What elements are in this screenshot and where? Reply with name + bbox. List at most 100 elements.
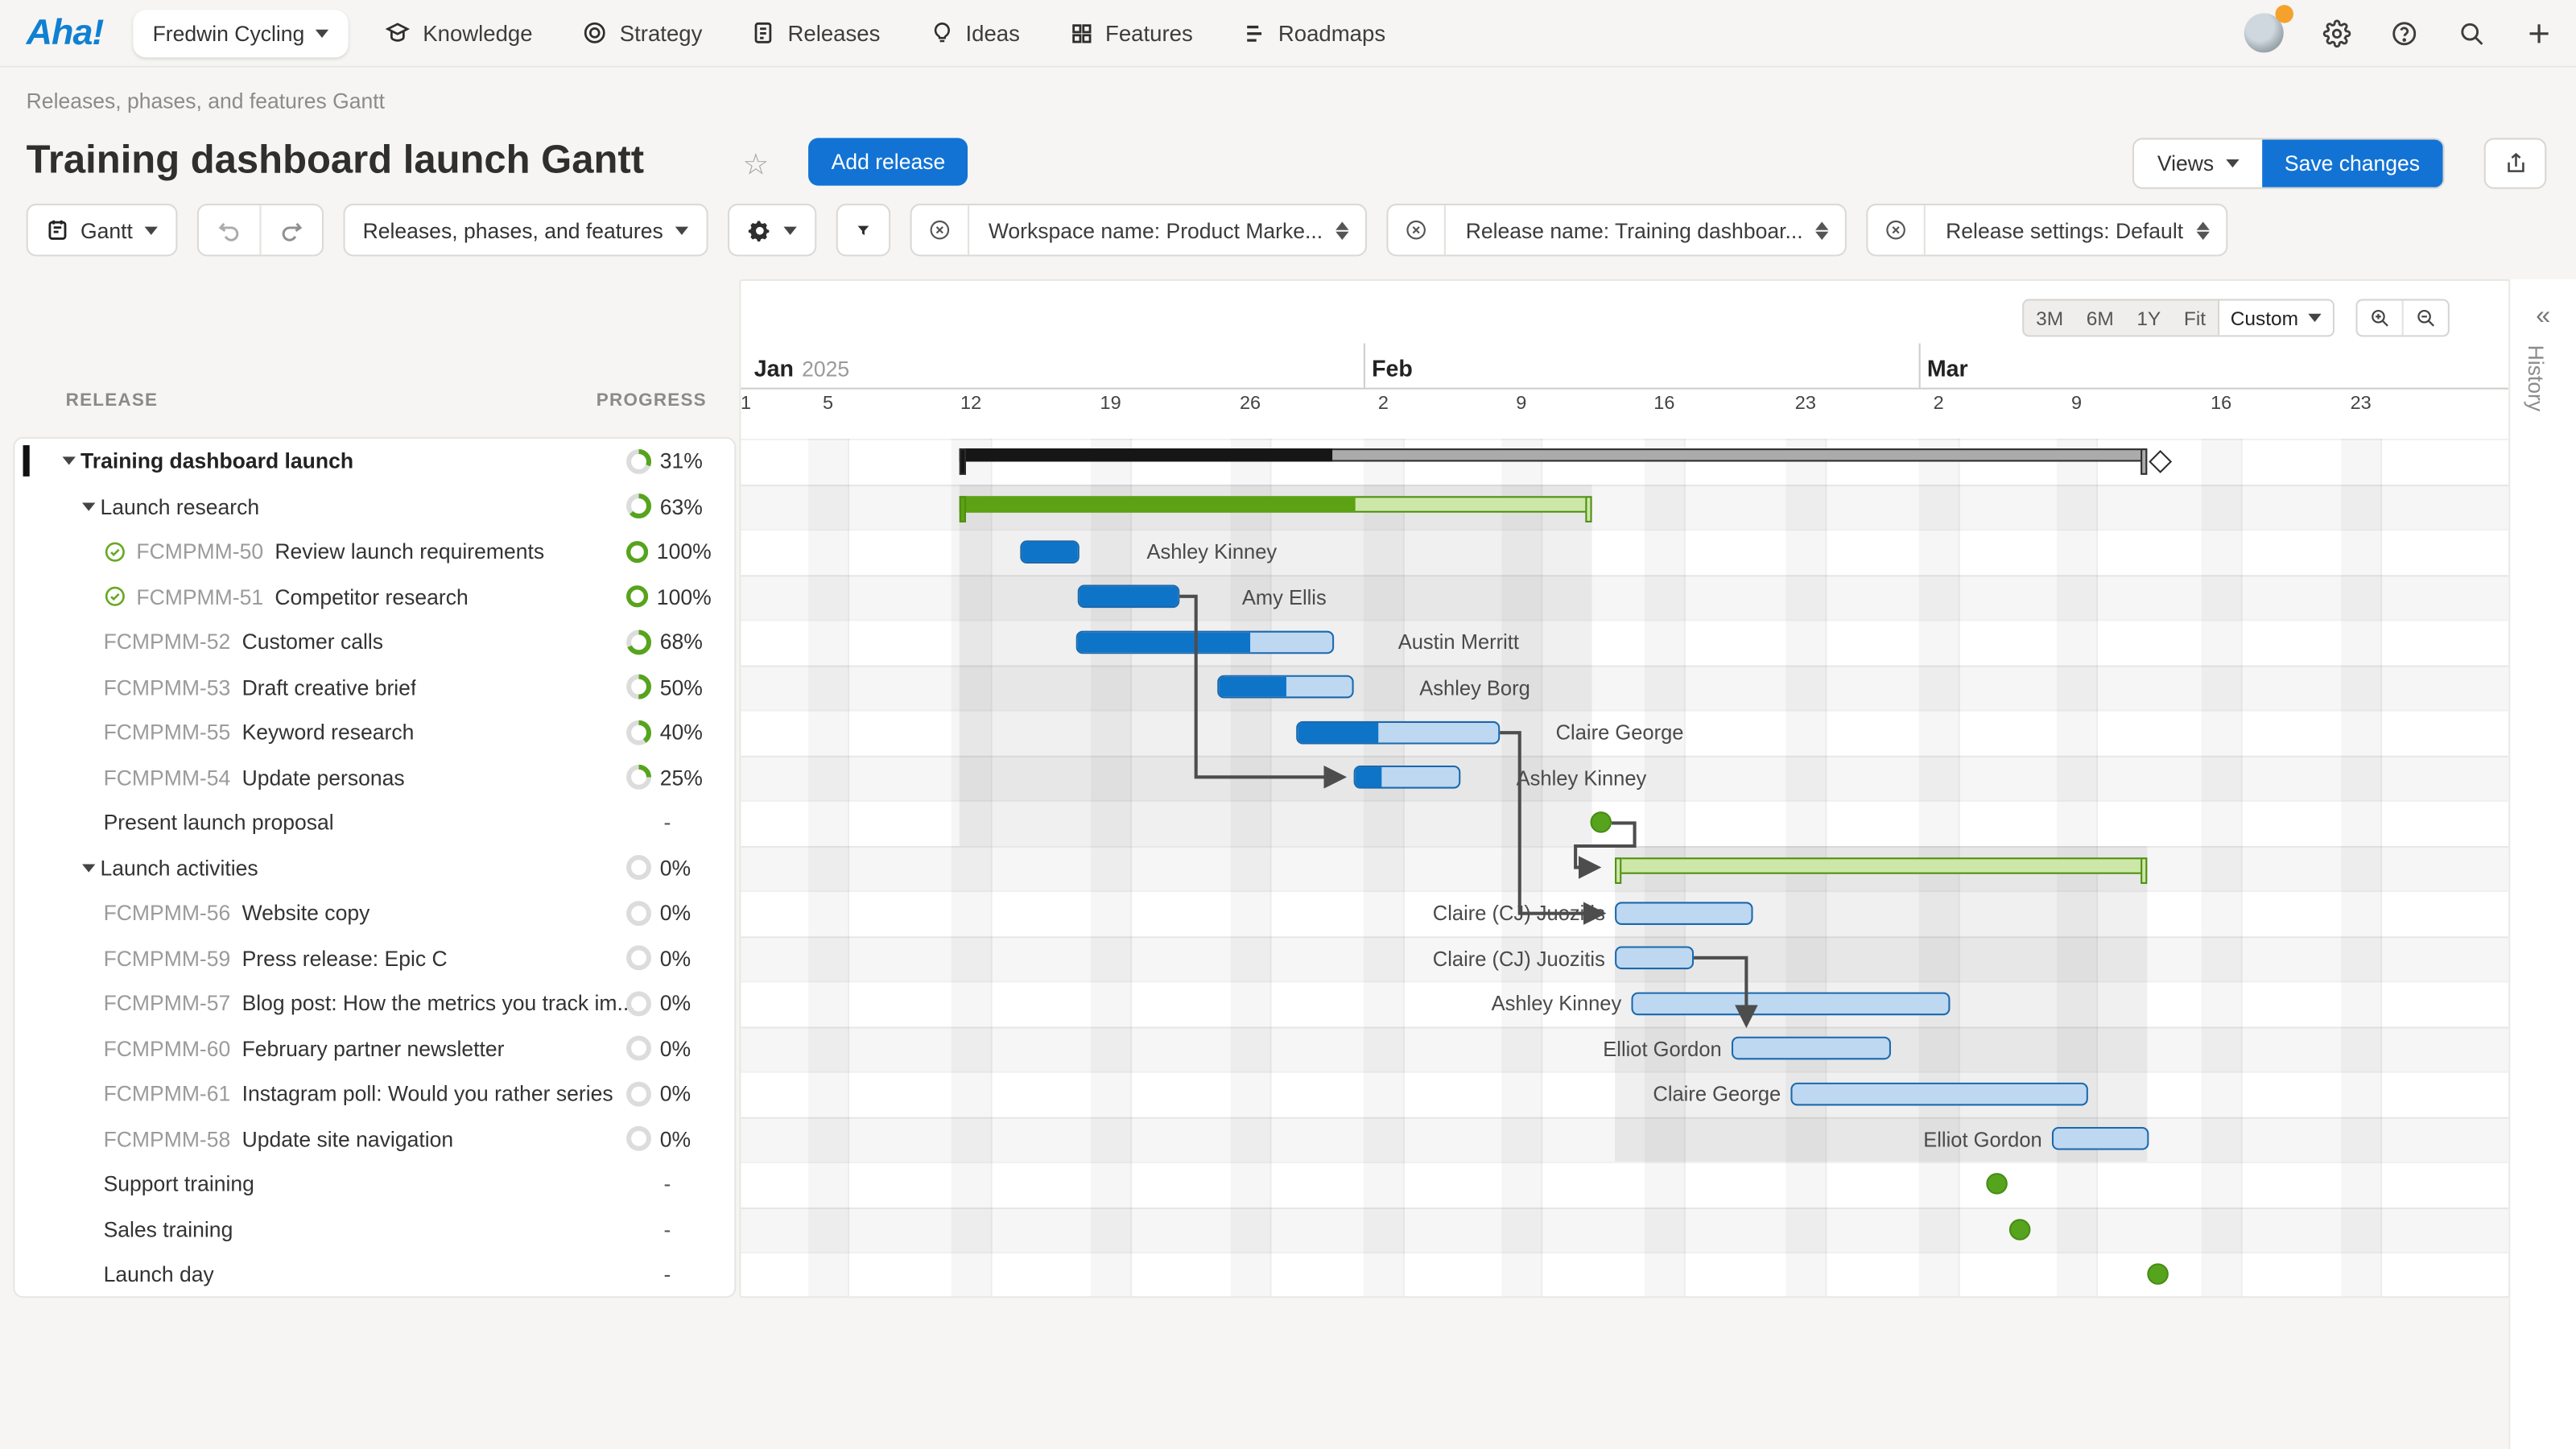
list-row-fcmpmm-50[interactable]: FCMPMM-50 Review launch requirements 100% xyxy=(14,529,734,574)
nav-item-features[interactable]: Features xyxy=(1069,21,1193,45)
task-bar-fcmpmm-58[interactable] xyxy=(2051,1126,2149,1150)
list-row-fcmpmm-59[interactable]: FCMPMM-59 Press release: Epic C 0% xyxy=(14,935,734,980)
list-row-sales-training[interactable]: Sales training - xyxy=(14,1207,734,1252)
save-changes-button[interactable]: Save changes xyxy=(2261,139,2443,188)
filter-pill-release-settings[interactable]: Release settings: Default xyxy=(1867,204,2228,257)
zoom-segment-fit[interactable]: Fit xyxy=(2183,306,2207,330)
search-icon[interactable] xyxy=(2458,19,2486,47)
nav-item-releases[interactable]: Releases xyxy=(752,19,880,46)
progress-cell: 0% xyxy=(626,1071,712,1117)
milestone-dot-present-launch-proposal[interactable] xyxy=(1589,811,1612,833)
list-row-fcmpmm-57[interactable]: FCMPMM-57 Blog post: How the metrics you … xyxy=(14,980,734,1026)
collapse-caret-icon[interactable] xyxy=(77,502,101,511)
views-dropdown[interactable]: Views xyxy=(2134,139,2261,187)
task-bar-fcmpmm-61[interactable] xyxy=(1790,1081,2088,1105)
zoom-segment-custom[interactable]: Custom xyxy=(2217,300,2333,336)
list-row-fcmpmm-60[interactable]: FCMPMM-60 February partner newsletter 0% xyxy=(14,1026,734,1071)
help-icon[interactable] xyxy=(2390,19,2418,47)
gantt-row-support-training xyxy=(741,1161,2509,1207)
zoom-segment-3m[interactable]: 3M xyxy=(2036,306,2064,330)
list-row-fcmpmm-56[interactable]: FCMPMM-56 Website copy 0% xyxy=(14,890,734,935)
zoom-out-button[interactable] xyxy=(2401,300,2448,336)
record-type-dropdown[interactable]: Releases, phases, and features xyxy=(343,204,708,257)
list-row-fcmpmm-51[interactable]: FCMPMM-51 Competitor research 100% xyxy=(14,574,734,619)
list-row-launch-research[interactable]: Launch research 63% xyxy=(14,484,734,529)
progress-value: - xyxy=(663,1216,671,1242)
task-bar-fcmpmm-60[interactable] xyxy=(1732,1036,1891,1060)
milestone-dot-sales-training[interactable] xyxy=(2008,1218,2030,1240)
release-list-panel: Training dashboard launch 31% Launch rese… xyxy=(13,436,737,1298)
aha-logo[interactable]: Aha! xyxy=(26,11,105,53)
day-tick: 9 xyxy=(2071,394,2083,415)
bar-end-hook xyxy=(1585,495,1592,522)
gantt-view-dropdown[interactable]: Gantt xyxy=(26,204,177,257)
milestone-dot-launch-day[interactable] xyxy=(2146,1263,2168,1285)
task-bar-fcmpmm-55[interactable] xyxy=(1296,720,1501,744)
list-row-support-training[interactable]: Support training - xyxy=(14,1162,734,1207)
share-button[interactable] xyxy=(2483,138,2547,189)
filter-pill-release-name[interactable]: Release name: Training dashboar... xyxy=(1386,204,1847,257)
task-bar-fcmpmm-50[interactable] xyxy=(1020,539,1080,563)
redo-button[interactable] xyxy=(259,205,322,255)
record-name: Customer calls xyxy=(242,630,384,654)
release-bar-training-dashboard-launch[interactable] xyxy=(959,448,2148,462)
remove-filter-icon[interactable] xyxy=(1868,205,1926,255)
chevron-down-icon xyxy=(782,225,797,234)
settings-gear-icon[interactable] xyxy=(2322,19,2351,47)
zoom-segment-6m[interactable]: 6M xyxy=(2086,306,2114,330)
column-header-release: RELEASE xyxy=(65,390,159,411)
phase-bar-launch-activities[interactable] xyxy=(1615,857,2148,873)
list-row-fcmpmm-54[interactable]: FCMPMM-54 Update personas 25% xyxy=(14,755,734,800)
zoom-in-button[interactable] xyxy=(2358,300,2402,335)
filter-pill-workspace-name[interactable]: Workspace name: Product Marke... xyxy=(909,204,1368,257)
list-row-training-dashboard-launch[interactable]: Training dashboard launch 31% xyxy=(14,439,734,484)
task-bar-fcmpmm-57[interactable] xyxy=(1631,991,1951,1015)
progress-cell: 0% xyxy=(626,980,712,1026)
filter-button[interactable] xyxy=(836,204,890,257)
task-bar-fcmpmm-51[interactable] xyxy=(1077,584,1180,609)
nav-item-knowledge[interactable]: Knowledge xyxy=(385,19,533,46)
week-gridline xyxy=(1269,438,1272,1297)
remove-filter-icon[interactable] xyxy=(1389,205,1447,255)
zoom-segment-1y[interactable]: 1Y xyxy=(2136,306,2161,330)
task-bar-fcmpmm-59[interactable] xyxy=(1615,946,1695,970)
list-row-launch-day[interactable]: Launch day - xyxy=(14,1252,734,1296)
list-row-fcmpmm-58[interactable]: FCMPMM-58 Update site navigation 0% xyxy=(14,1117,734,1162)
collapse-panel-icon[interactable]: « xyxy=(2536,302,2551,331)
task-bar-fcmpmm-53[interactable] xyxy=(1217,675,1354,699)
list-row-fcmpmm-55[interactable]: FCMPMM-55 Keyword research 40% xyxy=(14,710,734,755)
history-tab[interactable]: History xyxy=(2523,345,2549,412)
undo-button[interactable] xyxy=(199,205,260,254)
progress-value: - xyxy=(663,1261,671,1287)
column-header-progress: PROGRESS xyxy=(596,390,707,411)
completed-check-icon xyxy=(105,542,125,562)
nav-item-roadmaps[interactable]: Roadmaps xyxy=(1242,21,1385,45)
task-bar-fcmpmm-52[interactable] xyxy=(1075,630,1335,654)
task-bar-fcmpmm-54[interactable] xyxy=(1353,766,1461,789)
task-bar-fcmpmm-56[interactable] xyxy=(1615,901,1753,924)
add-icon[interactable] xyxy=(2525,19,2553,47)
phase-bar-launch-research[interactable] xyxy=(959,495,1592,512)
list-row-fcmpmm-52[interactable]: FCMPMM-52 Customer calls 68% xyxy=(14,619,734,664)
milestone-dot-support-training[interactable] xyxy=(1985,1173,2007,1195)
collapse-caret-icon[interactable] xyxy=(57,456,80,466)
nav-item-strategy[interactable]: Strategy xyxy=(582,19,703,46)
record-name: Press release: Epic C xyxy=(242,945,448,971)
nav-item-ideas[interactable]: Ideas xyxy=(930,19,1020,46)
remove-filter-icon[interactable] xyxy=(911,205,969,255)
progress-cell: 40% xyxy=(626,710,712,755)
record-id: FCMPMM-54 xyxy=(103,765,231,791)
list-row-fcmpmm-53[interactable]: FCMPMM-53 Draft creative brief 50% xyxy=(14,665,734,710)
list-row-fcmpmm-61[interactable]: FCMPMM-61 Instagram poll: Would you rathe… xyxy=(14,1071,734,1117)
gear-dropdown[interactable] xyxy=(727,204,816,257)
chevron-down-icon xyxy=(144,225,158,234)
list-row-launch-activities[interactable]: Launch activities 0% xyxy=(14,845,734,890)
avatar[interactable] xyxy=(2244,5,2293,53)
favorite-star-icon[interactable]: ☆ xyxy=(742,147,770,181)
nav-item-label: Strategy xyxy=(619,20,703,46)
list-row-present-launch-proposal[interactable]: Present launch proposal - xyxy=(14,800,734,845)
add-release-button[interactable]: Add release xyxy=(808,138,968,186)
gantt-row-fcmpmm-57 xyxy=(741,980,2509,1026)
collapse-caret-icon[interactable] xyxy=(77,863,101,873)
workspace-switcher[interactable]: Fredwin Cycling xyxy=(133,9,349,57)
